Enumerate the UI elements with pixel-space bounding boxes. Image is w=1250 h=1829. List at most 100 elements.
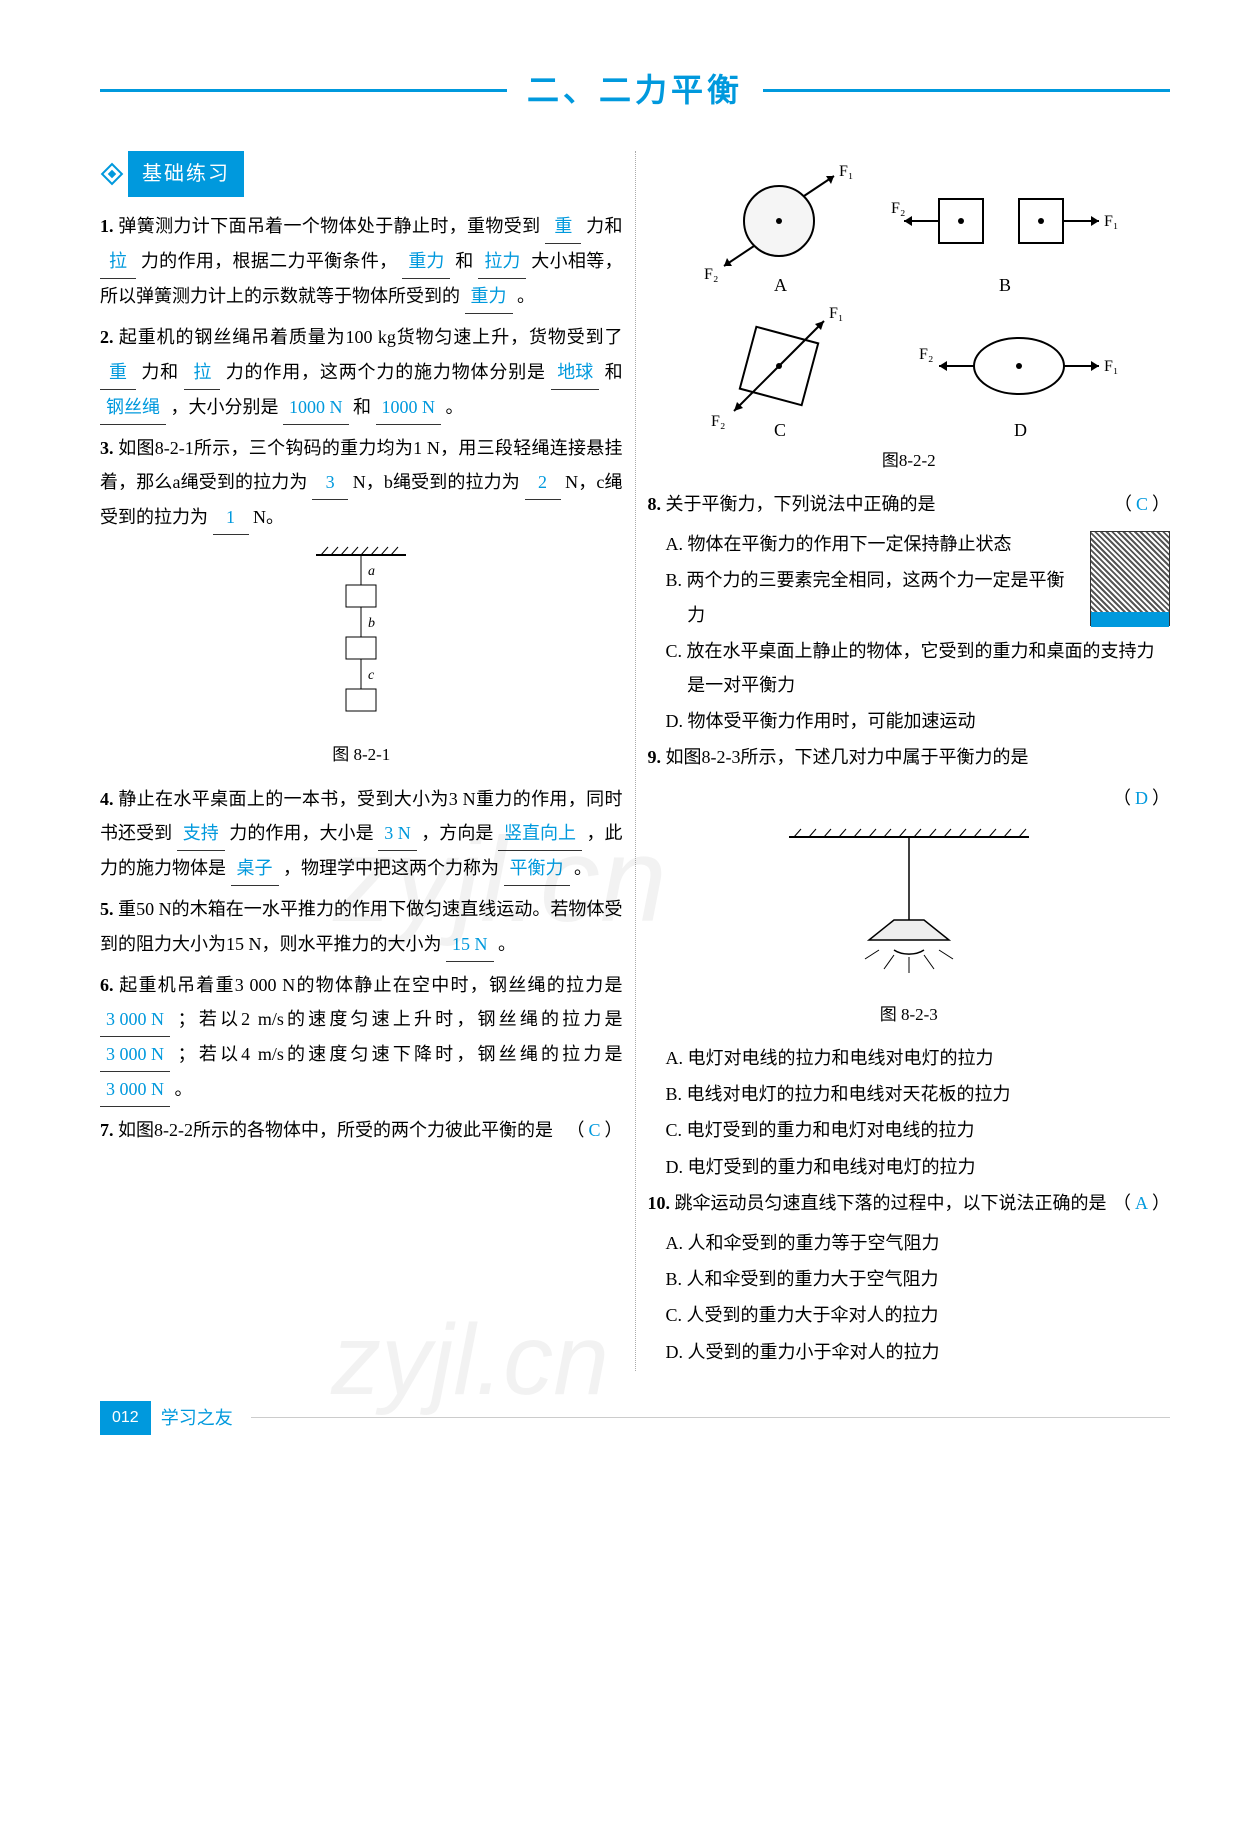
figure-caption: 图8-2-2 xyxy=(648,445,1171,477)
chapter-title: 二、二力平衡 xyxy=(507,60,763,121)
q-text: 。 xyxy=(574,858,592,878)
figure-caption: 图 8-2-1 xyxy=(100,739,623,771)
q-text: 跳伞运动员匀速直线下落的过程中，以下说法正确的是 xyxy=(675,1193,1107,1213)
q-text: 力和 xyxy=(141,362,179,382)
mc-answer: C xyxy=(584,1120,604,1140)
option-d: D. 人受到的重力小于伞对人的拉力 xyxy=(648,1335,1171,1369)
svg-text:A: A xyxy=(774,275,787,295)
answer-blank: 拉 xyxy=(184,355,220,390)
answer-blank: 3 xyxy=(312,465,348,500)
q-text: 起重机的钢丝绳吊着质量为100 kg货物匀速上升，货物受到了 xyxy=(119,327,623,347)
svg-text:C: C xyxy=(774,420,786,440)
book-title: 学习之友 xyxy=(161,1401,233,1435)
option-a: A. 人和伞受到的重力等于空气阻力 xyxy=(648,1226,1171,1260)
q-text: 关于平衡力，下列说法中正确的是 xyxy=(666,494,936,514)
q-num: 5. xyxy=(100,899,114,919)
q-num: 10. xyxy=(648,1193,671,1213)
answer-blank: 重 xyxy=(545,209,581,244)
answer-blank: 1 xyxy=(213,500,249,535)
question-4: 4. 静止在水平桌面上的一本书，受到大小为3 N重力的作用，同时书还受到 支持 … xyxy=(100,782,623,887)
option-c: C. 放在水平桌面上静止的物体，它受到的重力和桌面的支持力是一对平衡力 xyxy=(648,634,1171,702)
figure-8-2-2: F₁ F₂ A F₂ F₁ B xyxy=(648,161,1171,477)
q-text: 和 xyxy=(455,251,473,271)
q-text: N。 xyxy=(253,507,284,527)
option-d: D. 物体受平衡力作用时，可能加速运动 xyxy=(648,704,1171,738)
option-b: B. 电线对电灯的拉力和电线对天花板的拉力 xyxy=(648,1077,1171,1111)
answer-blank: 平衡力 xyxy=(504,851,570,886)
answer-blank: 桌子 xyxy=(231,851,279,886)
option-b: B. 人和伞受到的重力大于空气阻力 xyxy=(648,1262,1171,1296)
figure-caption: 图 8-2-3 xyxy=(648,999,1171,1031)
svg-text:F₁: F₁ xyxy=(829,305,843,322)
answer-blank: 15 N xyxy=(446,927,494,962)
svg-text:F₁: F₁ xyxy=(839,163,853,180)
question-3: 3. 如图8-2-1所示，三个钩码的重力均为1 N，用三段轻绳连接悬挂着，那么a… xyxy=(100,431,623,536)
answer-blank: 重力 xyxy=(465,279,513,314)
q-text: 力的作用，大小是 xyxy=(229,823,373,843)
q-text: ；若以2 m/s的速度匀速上升时，钢丝绳的拉力是 xyxy=(178,1009,623,1029)
question-1: 1. 弹簧测力计下面吊着一个物体处于静止时，重物受到 重 力和 拉 力的作用，根… xyxy=(100,209,623,315)
q-text: 。 xyxy=(175,1079,193,1099)
answer-blank: 1000 N xyxy=(376,390,442,425)
figure-8-2-3: 图 8-2-3 xyxy=(648,825,1171,1031)
question-8: 8. 关于平衡力，下列说法中正确的是 （C） xyxy=(648,487,1171,521)
label-b: b xyxy=(368,616,375,631)
rule-right xyxy=(763,89,1170,92)
figure-8-2-1: a b c 图 8-2-1 xyxy=(100,545,623,771)
q-text: 如图8-2-3所示，下述几对力中属于平衡力的是 xyxy=(666,747,1029,767)
svg-text:F₂: F₂ xyxy=(891,200,905,217)
chapter-title-bar: 二、二力平衡 xyxy=(100,60,1170,121)
answer-blank: 重力 xyxy=(402,244,450,279)
answer-blank: 拉力 xyxy=(478,244,526,279)
answer-line: （D） xyxy=(648,781,1171,815)
svg-text:B: B xyxy=(999,275,1011,295)
answer-blank: 1000 N xyxy=(283,390,349,425)
content-columns: 基础练习 1. 弹簧测力计下面吊着一个物体处于静止时，重物受到 重 力和 拉 力… xyxy=(100,151,1170,1371)
q-num: 7. xyxy=(100,1120,114,1140)
section-label: 基础练习 xyxy=(128,151,244,197)
answer-blank: 竖直向上 xyxy=(498,816,582,851)
answer-blank: 拉 xyxy=(100,244,136,279)
q-text: 力的作用，根据二力平衡条件， xyxy=(141,251,398,271)
q-num: 1. xyxy=(100,216,114,236)
page-footer: 012 学习之友 xyxy=(100,1401,1170,1435)
answer-blank: 钢丝绳 xyxy=(100,390,166,425)
q-num: 2. xyxy=(100,327,114,347)
option-c: C. 电灯受到的重力和电灯对电线的拉力 xyxy=(648,1113,1171,1147)
question-9: 9. 如图8-2-3所示，下述几对力中属于平衡力的是 xyxy=(648,740,1171,774)
answer-blank: 重 xyxy=(100,355,136,390)
svg-text:F₁: F₁ xyxy=(1104,358,1118,375)
svg-text:F₂: F₂ xyxy=(711,413,725,430)
answer-blank: 3 000 N xyxy=(100,1072,170,1107)
answer-blank: 地球 xyxy=(551,355,599,390)
section-header: 基础练习 xyxy=(100,151,623,197)
q-num: 9. xyxy=(648,747,662,767)
q-text: 力和 xyxy=(586,216,622,236)
q-text: 弹簧测力计下面吊着一个物体处于静止时，重物受到 xyxy=(118,216,540,236)
q-text: ，方向是 xyxy=(421,823,493,843)
q-text: 和 xyxy=(605,362,623,382)
mc-answer: A xyxy=(1131,1193,1152,1213)
q-text: 。 xyxy=(517,286,535,306)
q-text: 重50 N的木箱在一水平推力的作用下做匀速直线运动。若物体受到的阻力大小为15 … xyxy=(100,899,623,953)
svg-text:F₁: F₁ xyxy=(1104,213,1118,230)
right-column: F₁ F₂ A F₂ F₁ B xyxy=(636,151,1171,1371)
q-num: 6. xyxy=(100,975,114,995)
option-c: C. 人受到的重力大于伞对人的拉力 xyxy=(648,1298,1171,1332)
answer-blank: 支持 xyxy=(177,816,225,851)
answer-blank: 2 xyxy=(525,465,561,500)
q-num: 8. xyxy=(648,494,662,514)
q-text: ；若以4 m/s的速度匀速下降时，钢丝绳的拉力是 xyxy=(178,1044,623,1064)
question-2: 2. 起重机的钢丝绳吊着质量为100 kg货物匀速上升，货物受到了 重 力和 拉… xyxy=(100,320,623,425)
answer-blank: 3 000 N xyxy=(100,1037,170,1072)
q-num: 4. xyxy=(100,789,114,809)
question-5: 5. 重50 N的木箱在一水平推力的作用下做匀速直线运动。若物体受到的阻力大小为… xyxy=(100,892,623,961)
q-num: 3. xyxy=(100,438,114,458)
q-text: ，大小分别是 xyxy=(171,397,279,417)
answer-blank: 3 000 N xyxy=(100,1002,170,1037)
svg-text:F₂: F₂ xyxy=(704,266,718,283)
footer-rule xyxy=(251,1417,1170,1418)
mc-answer: D xyxy=(1131,788,1152,808)
page-number: 012 xyxy=(100,1401,151,1435)
question-7: 7. 如图8-2-2所示的各物体中，所受的两个力彼此平衡的是 （C） xyxy=(100,1113,623,1147)
